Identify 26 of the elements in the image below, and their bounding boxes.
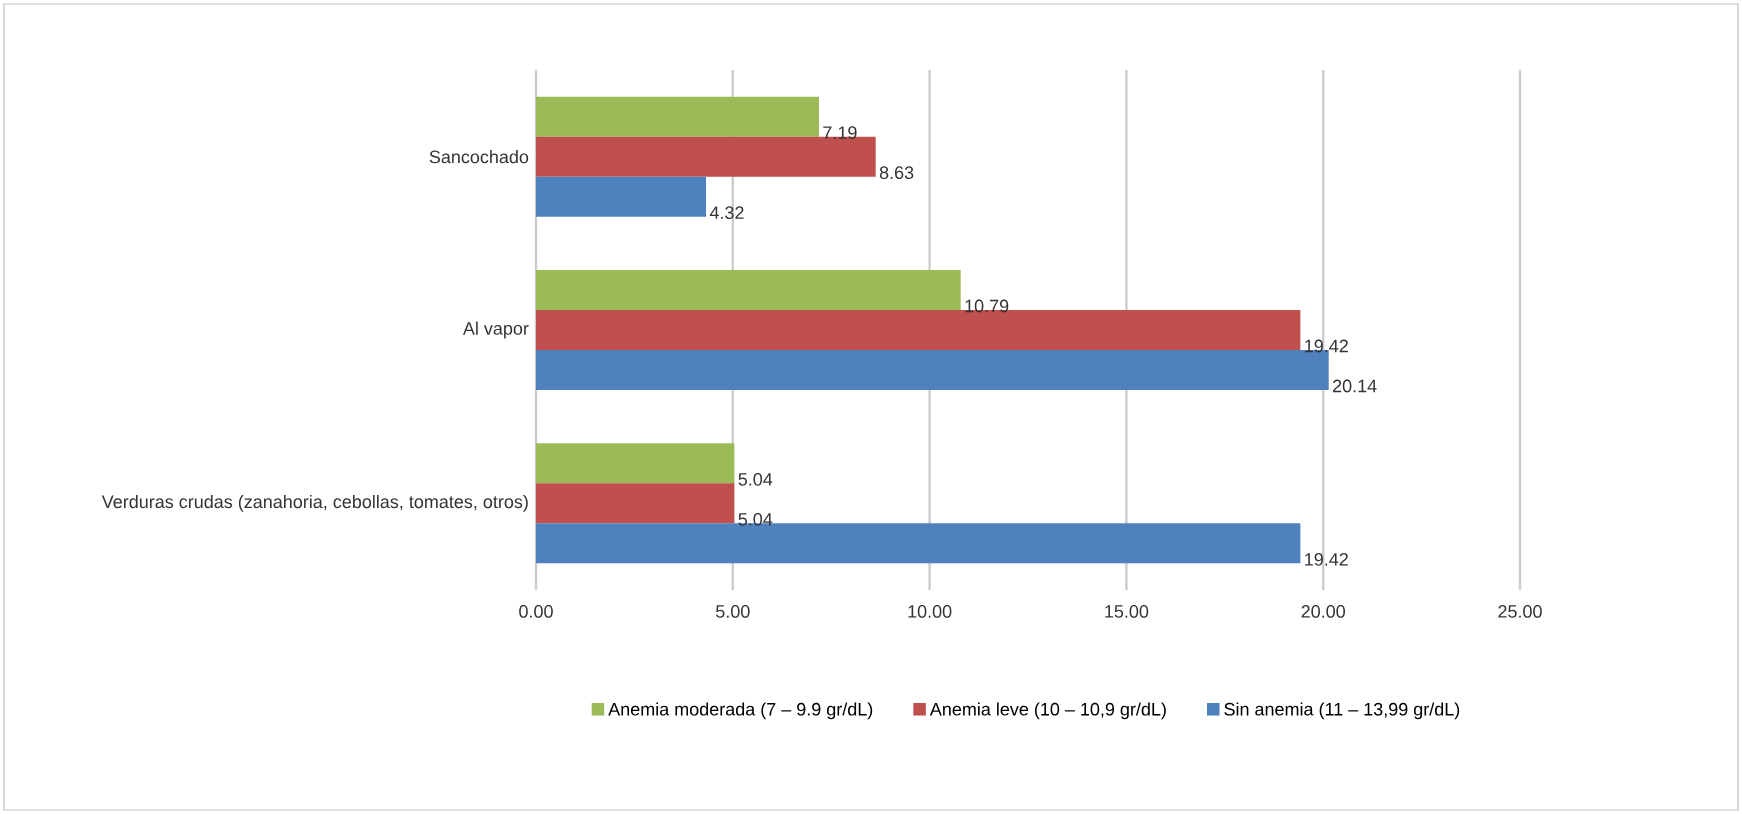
x-tick-label: 5.00 <box>716 605 750 618</box>
data-label: 19.42 <box>1305 339 1348 353</box>
bar <box>536 443 735 484</box>
x-tick-label: 15.00 <box>1105 605 1149 618</box>
x-tick-label: 20.00 <box>1301 605 1346 618</box>
bar <box>536 96 819 137</box>
data-label: 10.79 <box>965 299 1009 313</box>
y-tick-label: Verduras crudas (zanahoria, cebollas, tomates, otros) <box>101 494 528 512</box>
data-label: 4.32 <box>709 206 744 220</box>
data-label: 7.19 <box>823 126 857 140</box>
y-tick-label: Al vapor <box>462 321 529 339</box>
bar <box>536 483 735 524</box>
x-tick-label: 0.00 <box>519 605 553 618</box>
legend-label: Sin anemia (11 – 13,99 gr/dL) <box>1224 702 1460 720</box>
data-label: 19.42 <box>1305 552 1348 566</box>
legend-label: Anemia leve (10 – 10,9 gr/dL) <box>929 702 1166 720</box>
x-tick-label: 25.00 <box>1498 605 1542 618</box>
bar <box>536 176 707 217</box>
y-tick-label: Sancochado <box>429 150 529 164</box>
data-label: 5.04 <box>738 512 773 526</box>
data-label: 8.63 <box>879 166 914 180</box>
x-tick-label: 10.00 <box>908 605 952 618</box>
bar <box>536 270 961 310</box>
data-label: 5.04 <box>738 472 773 486</box>
legend-label: Anemia moderada (7 – 9.9 gr/dL) <box>608 702 873 720</box>
data-label: 20.14 <box>1333 379 1377 393</box>
